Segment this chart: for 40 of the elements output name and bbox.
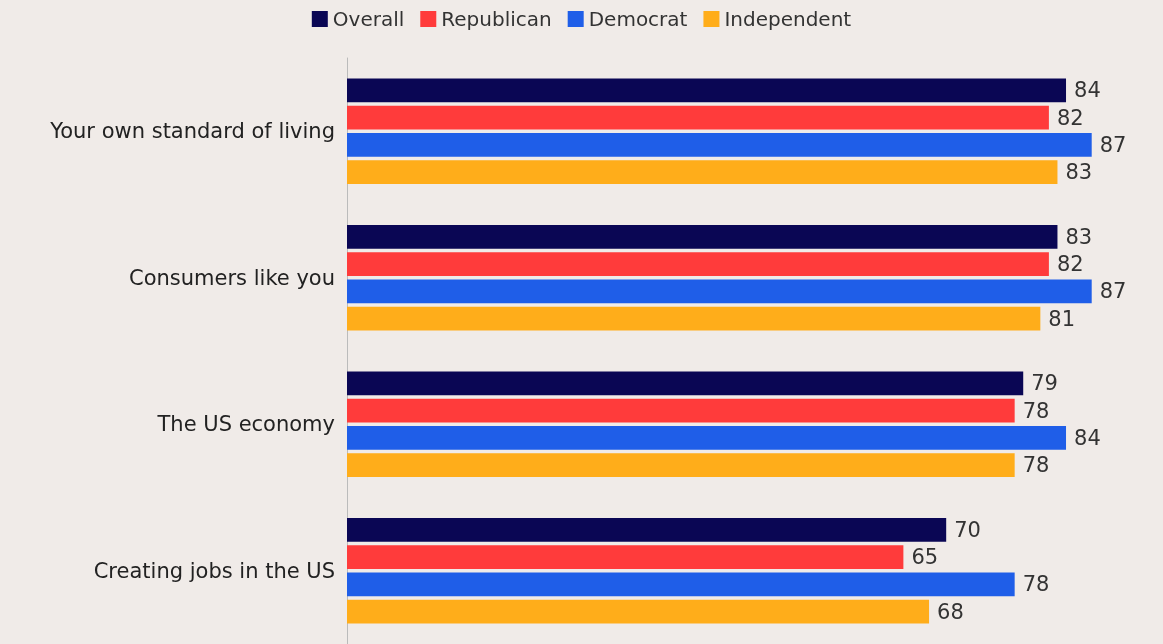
bar — [347, 453, 1015, 477]
legend-label: Overall — [332, 7, 405, 31]
bar — [347, 306, 1041, 331]
bar — [347, 426, 1067, 450]
bar — [347, 545, 904, 569]
data-label: 81 — [1048, 306, 1076, 331]
data-label: 82 — [1056, 252, 1084, 277]
legend-label: Democrat — [588, 7, 688, 31]
bar — [347, 518, 947, 542]
data-label: 87 — [1099, 279, 1127, 304]
legend-label: Republican — [441, 7, 552, 31]
legend-label: Independent — [724, 7, 852, 31]
bar — [347, 133, 1092, 157]
y-tick-label: Your own standard of living — [49, 119, 335, 144]
data-label: 65 — [911, 545, 939, 570]
bar — [347, 599, 930, 624]
y-tick-label: Consumers like you — [129, 265, 335, 290]
bar — [347, 572, 1015, 597]
data-label: 78 — [1022, 398, 1050, 423]
bar — [347, 160, 1058, 184]
bar — [347, 225, 1058, 249]
data-label: 70 — [954, 517, 981, 542]
data-label: 78 — [1022, 572, 1050, 597]
bar — [347, 398, 1015, 423]
data-label: 79 — [1031, 371, 1058, 396]
bar — [347, 279, 1092, 304]
y-tick-label: The US economy — [156, 412, 335, 437]
data-label: 83 — [1065, 160, 1093, 185]
data-label: 78 — [1022, 453, 1050, 478]
data-label: 84 — [1074, 78, 1101, 103]
data-label: 83 — [1065, 224, 1093, 249]
data-label: 84 — [1074, 425, 1101, 450]
data-label: 82 — [1056, 105, 1084, 130]
bar — [347, 105, 1049, 130]
y-tick-label: Creating jobs in the US — [93, 558, 335, 583]
bar — [347, 371, 1024, 396]
data-label: 68 — [937, 599, 964, 624]
bar — [347, 78, 1067, 103]
bar — [347, 252, 1049, 276]
data-label: 87 — [1099, 132, 1127, 157]
